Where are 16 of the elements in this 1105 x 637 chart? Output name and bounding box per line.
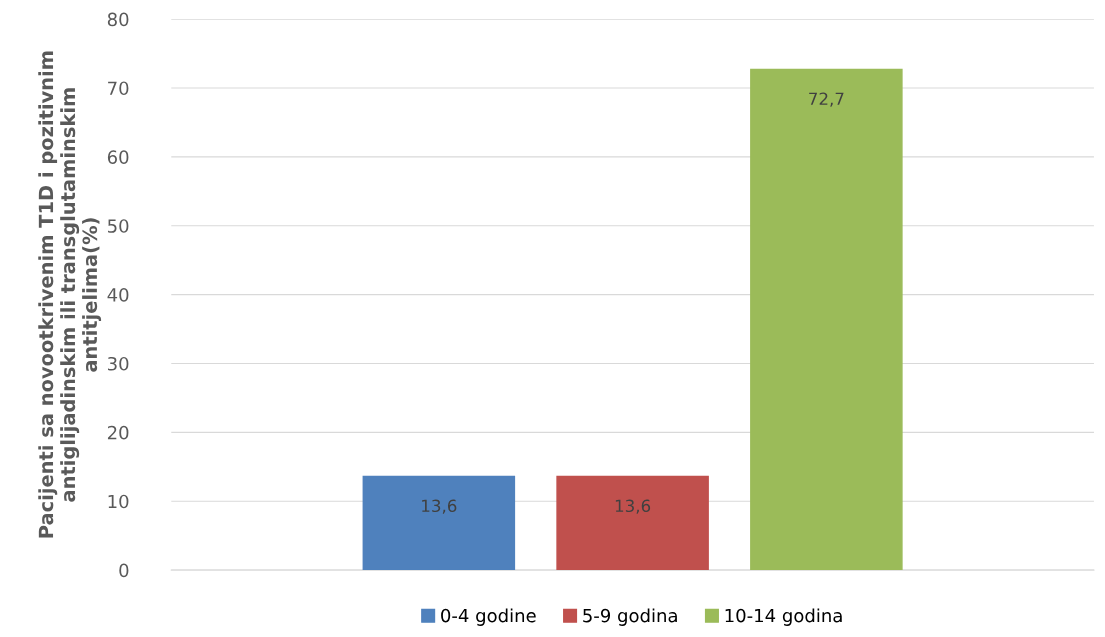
y-tick-label: 40 bbox=[107, 288, 129, 302]
data-label: 13,6 bbox=[615, 499, 651, 514]
y-tick-label: 30 bbox=[108, 356, 129, 371]
y-tick-label: 60 bbox=[107, 150, 129, 164]
y-tick-label: 50 bbox=[108, 219, 129, 233]
legend-label: 0-4 godine bbox=[441, 608, 536, 626]
y-tick-label: 20 bbox=[107, 425, 129, 440]
y-axis-title: Pacijenti sa novootkrivenim T1D i pozitivnim antiglijadinskim ili transglutaminskim antitjelima(%) bbox=[38, 51, 102, 538]
legend-label: 10-14 godina bbox=[725, 608, 842, 626]
data-label: 72,7 bbox=[809, 92, 844, 107]
y-tick-label: 0 bbox=[119, 563, 129, 578]
legend-label: 5-9 godina bbox=[583, 608, 677, 626]
y-tick-label: 80 bbox=[107, 12, 129, 27]
y-tick-label: 10 bbox=[108, 494, 129, 509]
y-tick-label: 70 bbox=[108, 81, 129, 96]
data-label: 13,6 bbox=[422, 499, 457, 514]
